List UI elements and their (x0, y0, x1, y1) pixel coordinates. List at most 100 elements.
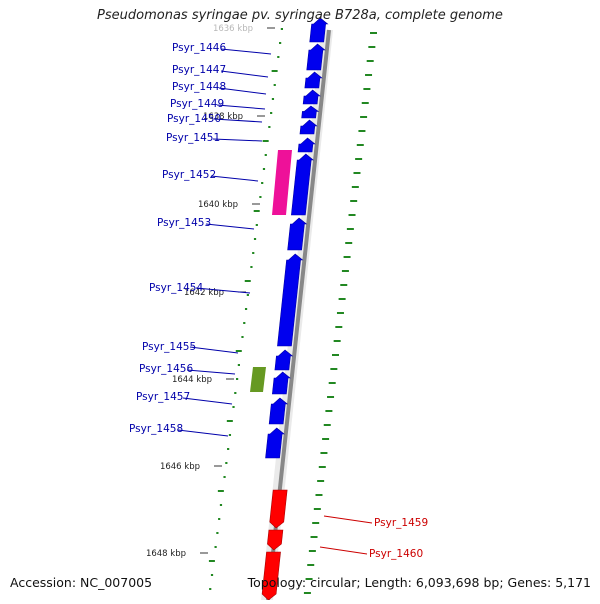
gc-mark (346, 228, 354, 230)
scale-tick-label: 1644 kbp (172, 375, 212, 385)
forward-gene-arrow (302, 89, 321, 105)
gene-label-psyr-1459: Psyr_1459 (374, 517, 428, 529)
gc-mark (366, 60, 374, 62)
forward-gene-arrow (297, 137, 316, 153)
gc-mark (255, 224, 258, 226)
forward-gene-arrow (274, 349, 294, 371)
gene-label-psyr-1454: Psyr_1454 (149, 282, 203, 294)
gc-mark (338, 298, 346, 300)
gene-leader-line (220, 48, 272, 55)
gene-label-psyr-1453: Psyr_1453 (157, 217, 211, 229)
gc-mark (243, 322, 246, 324)
map-title: Pseudomonas syringae pv. syringae B728a,… (97, 8, 503, 23)
gc-mark (305, 578, 313, 580)
gc-mark (262, 168, 266, 170)
gene-leader-line (205, 223, 255, 230)
gc-mark (244, 308, 248, 310)
gc-mark (208, 560, 215, 562)
gc-mark (312, 522, 320, 524)
gc-mark (250, 266, 253, 268)
gc-mark (271, 70, 278, 72)
gene-leader-line (218, 87, 267, 95)
gc-mark (227, 448, 230, 450)
gc-mark (237, 364, 240, 366)
olive-feature-box (250, 367, 266, 392)
gc-mark (232, 406, 235, 408)
gene-label-psyr-1456: Psyr_1456 (139, 363, 193, 375)
gc-mark (315, 494, 323, 496)
gc-mark (360, 116, 368, 118)
gc-mark (332, 354, 340, 356)
scale-tick-label: 1648 kbp (146, 549, 186, 559)
gc-mark (214, 546, 217, 548)
gene-label-psyr-1457: Psyr_1457 (136, 391, 190, 403)
gc-mark (318, 466, 326, 468)
gc-mark (226, 420, 233, 422)
gc-mark (234, 392, 237, 394)
gc-mark (223, 476, 226, 478)
gc-mark (368, 46, 376, 48)
gc-mark (345, 242, 353, 244)
gene-label-psyr-1451: Psyr_1451 (166, 132, 220, 144)
gene-labels: Psyr_1446 Psyr_1447 Psyr_1448 Psyr_1449 Psyr… (129, 42, 428, 560)
scale-tick-label: 1646 kbp (160, 462, 200, 472)
forward-gene-arrow (277, 253, 304, 347)
gene-leader-line (189, 346, 239, 354)
gc-mark (259, 196, 262, 198)
gc-mark (361, 102, 369, 104)
gc-mark (355, 158, 363, 160)
forward-gene-arrow (268, 397, 289, 425)
gc-mark (246, 294, 249, 296)
gc-mark (241, 336, 244, 338)
gc-mark (353, 172, 361, 174)
gene-label-psyr-1450: Psyr_1450 (167, 113, 221, 125)
gc-mark (252, 252, 255, 254)
gene-leader-line (212, 138, 263, 142)
gc-mark (308, 550, 316, 552)
gc-mark (323, 424, 331, 426)
reverse-gene-arrow (267, 529, 284, 551)
forward-gene-arrow (304, 71, 323, 89)
gc-mark (322, 438, 330, 440)
gc-content-marks (208, 28, 377, 594)
gc-mark (335, 326, 343, 328)
gene-leader-line (319, 546, 368, 555)
gene-label-psyr-1458: Psyr_1458 (129, 423, 183, 435)
gene-leader-line (186, 369, 236, 375)
gene-leader-line (323, 515, 373, 524)
gc-mark (307, 564, 315, 566)
forward-gene-arrow (287, 217, 308, 251)
forward-gene-arrow (301, 105, 320, 119)
gc-mark (320, 452, 328, 454)
gc-mark (216, 532, 219, 534)
gc-mark (277, 56, 280, 58)
gc-mark (235, 350, 242, 352)
scale-ticks: 1636 kbp 1638 kbp 1640 kbp 1642 kbp 1644 kbp… (146, 24, 275, 559)
gene-arrows (261, 17, 329, 601)
gc-mark (236, 378, 239, 380)
gc-mark (340, 284, 348, 286)
gc-mark (280, 28, 283, 30)
gc-mark (244, 280, 251, 282)
scale-tick-label: 1640 kbp (198, 200, 238, 210)
gene-label-psyr-1460: Psyr_1460 (369, 548, 423, 560)
gc-mark (341, 270, 349, 272)
scale-tick-label: 1636 kbp (213, 24, 253, 34)
gc-mark (253, 238, 257, 240)
genome-summary-text: Topology: circular; Length: 6,093,698 bp… (247, 575, 591, 590)
gc-mark (228, 434, 232, 436)
gc-mark (336, 312, 344, 314)
gc-mark (262, 140, 269, 142)
gene-leader-line (220, 70, 269, 78)
forward-gene-arrow (272, 371, 291, 395)
gc-mark (210, 574, 214, 576)
gc-mark (209, 588, 212, 590)
forward-gene-arrow (299, 119, 318, 135)
gene-label-psyr-1449: Psyr_1449 (170, 98, 224, 110)
scale-tick-label: 1642 kbp (184, 288, 224, 298)
gene-leader-line (210, 175, 259, 182)
reverse-gene-arrow (269, 489, 288, 529)
gc-mark (350, 200, 358, 202)
gc-mark (268, 126, 271, 128)
